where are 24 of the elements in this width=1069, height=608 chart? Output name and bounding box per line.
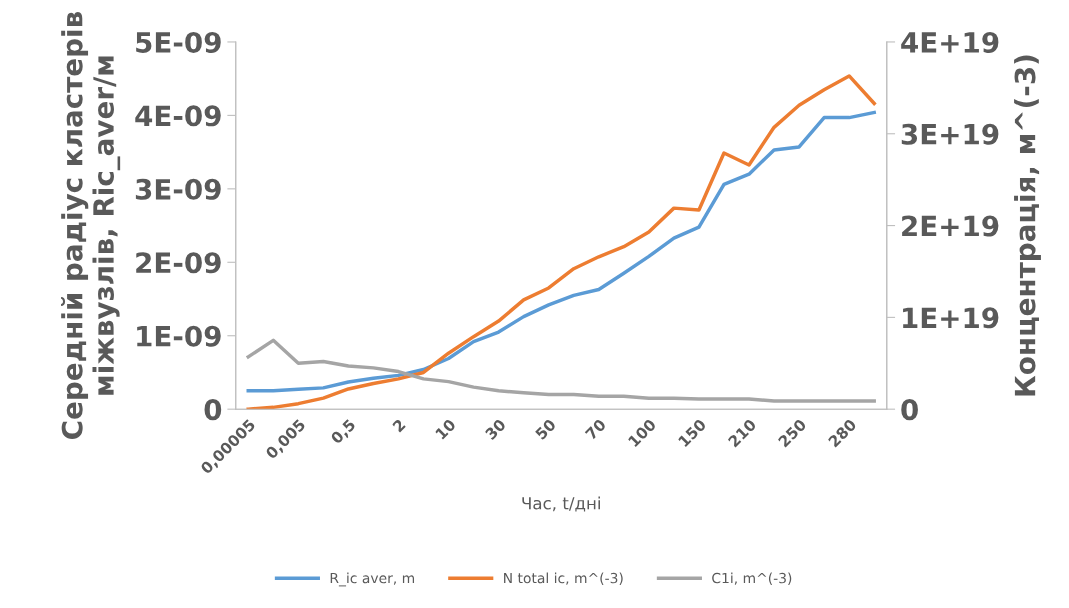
y-tick-label: 4E-09 bbox=[135, 105, 221, 127]
y-tick-label: 3E-09 bbox=[135, 178, 221, 200]
legend-label: C1i, m^(-3) bbox=[712, 572, 792, 585]
x-tick-label: 0,5 bbox=[329, 418, 358, 446]
x-tick-label: 10 bbox=[434, 418, 457, 440]
legend-label: R_ic aver, m bbox=[330, 572, 415, 587]
y-tick-label: 5E-09 bbox=[136, 31, 221, 53]
x-axis-title: Час, t/дні bbox=[522, 496, 600, 512]
x-tick-label: 70 bbox=[584, 418, 607, 441]
x-tick-label: 2 bbox=[392, 418, 406, 433]
y2-tick-label: 1E+19 bbox=[903, 307, 999, 329]
y-tick-label: 2E-09 bbox=[136, 252, 221, 274]
y-tick-label: 0 bbox=[204, 399, 222, 421]
y2-axis-title: Концентрація, м^(-3) bbox=[1014, 55, 1041, 396]
x-tick-label: 50 bbox=[534, 418, 557, 441]
line-series bbox=[246, 110, 876, 393]
y2-tick-label: 4E+19 bbox=[901, 31, 999, 53]
y-axis-title: Середній радіус кластерів міжвузлів, Ric_aver/м bbox=[61, 12, 121, 439]
legend-label: N total ic, m^(-3) bbox=[504, 572, 623, 585]
y2-tick-label: 2E+19 bbox=[902, 215, 999, 237]
x-tick-label: 30 bbox=[484, 418, 507, 441]
y-tick-label: 1E-09 bbox=[137, 325, 221, 347]
y2-tick-label: 0 bbox=[901, 399, 918, 421]
y2-tick-label: 3E+19 bbox=[901, 123, 999, 145]
